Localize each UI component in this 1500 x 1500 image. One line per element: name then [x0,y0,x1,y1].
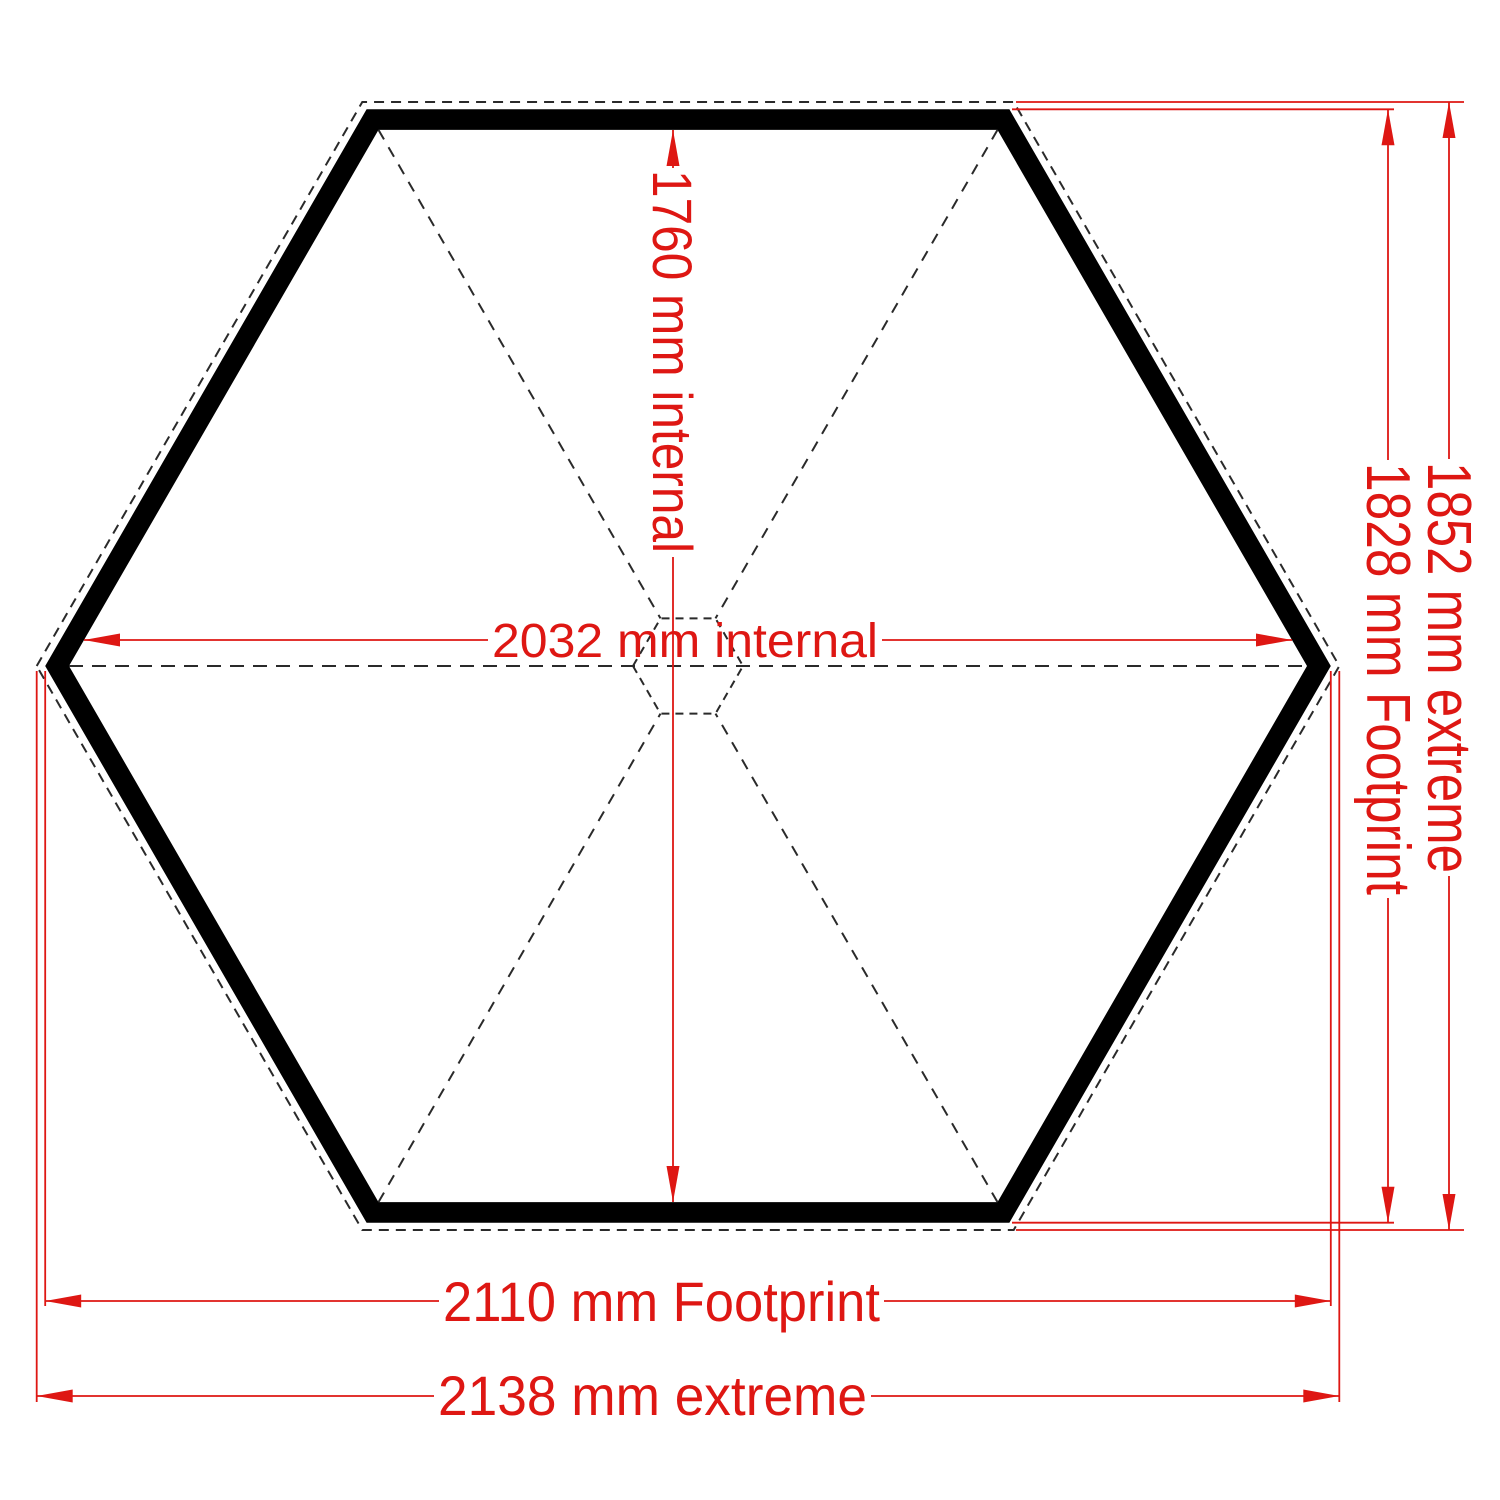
extension-lines [35,101,1464,1402]
dim-footprint-width-label: 2110 mm Footprint [443,1270,880,1333]
dim-extreme-height-label: 1852 mm extreme [1414,462,1483,873]
arrow-left-icon [36,1389,73,1403]
arrow-down-icon [1381,1186,1395,1223]
arrow-up-icon [1381,109,1395,146]
dim-extreme-width: 2138 mm extreme [36,1364,1340,1427]
dim-internal-height: 1760 mm internal [641,130,704,1202]
ridge-top-left [377,129,662,619]
arrow-down-icon [1442,1194,1456,1230]
arrow-down-icon [666,1166,680,1202]
ridge-top-right [714,129,999,619]
dim-internal-width-label: 2032 mm internal [492,615,878,668]
arrow-left-icon [84,633,120,647]
dim-footprint-height-label: 1828 mm Footprint [1353,463,1422,895]
ridge-bottom-right [714,713,999,1203]
arrow-right-icon [1303,1389,1340,1403]
dim-footprint-width: 2110 mm Footprint [45,1270,1331,1333]
arrow-up-icon [1442,102,1456,138]
arrow-up-icon [666,130,680,166]
dim-extreme-height: 1852 mm extreme [1414,102,1483,1230]
extreme-outline [35,101,1341,1231]
dim-footprint-height: 1828 mm Footprint [1353,109,1422,1223]
arrow-right-icon [1256,633,1292,647]
arrow-right-icon [1294,1294,1331,1308]
dim-internal-height-label: 1760 mm internal [641,170,704,553]
ridge-bottom-left [377,713,662,1203]
arrow-left-icon [45,1294,82,1308]
dim-extreme-width-label: 2138 mm extreme [438,1364,867,1427]
dim-internal-width: 2032 mm internal [84,615,1292,668]
roof-ridge-lines [69,129,1307,1203]
